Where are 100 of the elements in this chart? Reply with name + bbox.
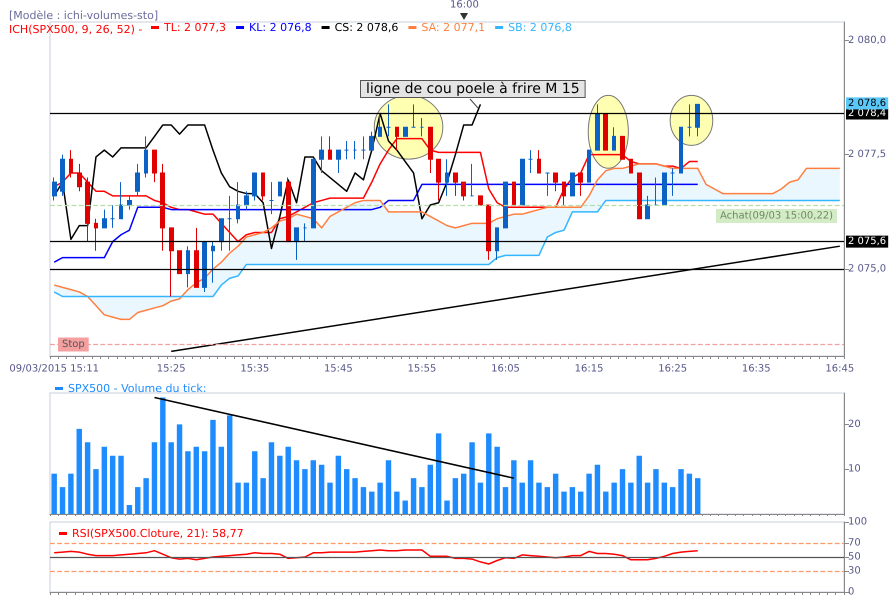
bar [670, 487, 676, 514]
bar [478, 482, 484, 514]
candlestick [319, 136, 324, 174]
x-tick-label: 16:45 [825, 364, 854, 374]
legend-label: SPX500 - Volume du tick: [68, 382, 206, 395]
candlestick [127, 195, 132, 210]
candlestick [570, 172, 575, 196]
bar [520, 482, 525, 514]
candlestick [336, 150, 341, 174]
x-tick-label: 16:35 [742, 364, 771, 374]
candlestick [85, 177, 90, 242]
bar [143, 478, 149, 514]
candlestick [94, 218, 98, 252]
legend-label: SB: 2 076,8 [508, 21, 572, 34]
bar [185, 451, 191, 514]
bar [402, 500, 408, 514]
text: 2 078,6 [848, 98, 886, 109]
candlestick [169, 227, 174, 298]
bar [168, 442, 174, 514]
annotation: ligne de cou poele à frire M 15 [366, 81, 580, 97]
candlestick [520, 158, 525, 206]
bar [494, 446, 500, 514]
bar [294, 460, 300, 514]
candlestick [269, 182, 274, 215]
bar [51, 474, 57, 514]
candlestick [553, 172, 558, 192]
candlestick [620, 136, 625, 160]
bar [302, 469, 308, 514]
text: 16:00 [450, 0, 479, 10]
bar [436, 433, 442, 514]
candlestick [119, 182, 123, 220]
bar [611, 482, 617, 514]
y-tick-label: 2 077,5 [848, 149, 886, 160]
legend-label: TL: 2 077,3 [163, 21, 226, 34]
candlestick [186, 246, 190, 288]
candlestick [495, 227, 499, 260]
y-tick-label: 0 [848, 586, 854, 598]
bar [603, 492, 609, 514]
bar [68, 474, 74, 514]
bar [235, 482, 241, 514]
bar [210, 420, 216, 514]
bar [419, 487, 425, 514]
bar [244, 482, 250, 514]
candlestick [545, 172, 550, 196]
candlestick [369, 131, 374, 151]
chart-subtitle: ICH(SPX500, 9, 26, 52) - [9, 23, 142, 36]
candlestick [227, 195, 232, 252]
bar [586, 474, 592, 514]
candlestick [645, 195, 650, 220]
bar [428, 464, 433, 514]
candlestick [478, 195, 483, 206]
line-series [53, 184, 698, 263]
candlestick [77, 163, 82, 192]
x-tick-label: 15:55 [408, 364, 436, 374]
y-tick-label: 20 [848, 418, 861, 430]
line-series [53, 549, 698, 565]
x-tick-label: 16:25 [658, 364, 688, 374]
candlestick [486, 204, 491, 260]
bar [110, 456, 116, 514]
bar [528, 460, 534, 514]
candlestick [428, 126, 433, 174]
candlestick [353, 140, 357, 160]
y-tick-label: 100 [848, 516, 868, 528]
y-tick-label: 10 [848, 464, 861, 475]
y-tick-label: 2 075,0 [848, 264, 886, 275]
candlestick [303, 222, 307, 242]
candlestick [637, 172, 642, 220]
bar [544, 487, 550, 514]
candlestick [470, 163, 474, 196]
candlestick [102, 209, 107, 228]
y-tick-label: 70 [848, 538, 861, 548]
y-tick-label: 2 080,0 [848, 34, 886, 46]
candlestick [211, 241, 215, 284]
bar [628, 482, 634, 514]
candlestick [587, 150, 591, 183]
bar [260, 478, 266, 514]
x-tick-label: 15:35 [240, 364, 270, 374]
bar [176, 424, 182, 514]
bar [644, 482, 650, 514]
bar [344, 469, 350, 514]
bar [310, 460, 316, 514]
bar [594, 464, 600, 514]
bar [444, 500, 450, 514]
candlestick [52, 177, 57, 201]
candlestick [436, 158, 441, 201]
candlestick [512, 182, 516, 206]
bar [502, 487, 508, 514]
candlestick [344, 140, 349, 160]
bar [695, 478, 700, 514]
x-tick-label: 16:05 [491, 364, 520, 374]
bar [578, 492, 584, 514]
bar [252, 451, 258, 514]
bar [536, 482, 542, 514]
line-series [53, 200, 841, 298]
candlestick [395, 126, 399, 151]
x-tick-label: 15:45 [324, 364, 353, 374]
candlestick [286, 177, 291, 242]
bar [653, 469, 659, 514]
bar [226, 415, 232, 514]
bar [620, 469, 626, 514]
